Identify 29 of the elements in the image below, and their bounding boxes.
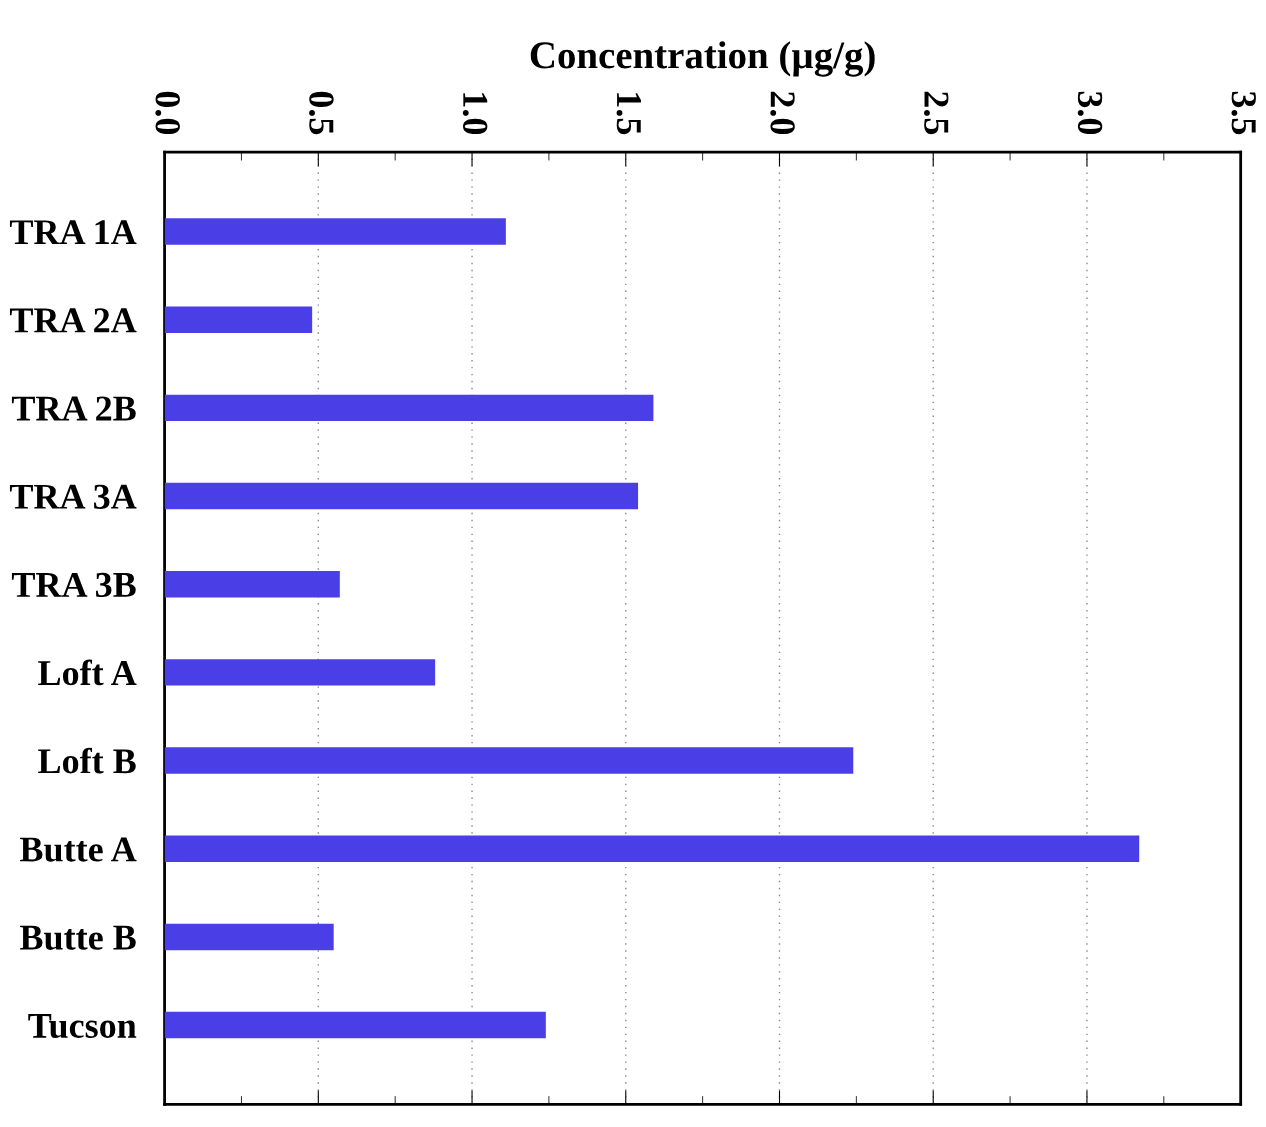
y-tick-label: TRA 3B xyxy=(11,572,136,598)
y-tick-label: Loft B xyxy=(38,747,136,774)
y-tick-label: TRA 2A xyxy=(9,308,137,333)
x-tick-label: 3.5 xyxy=(1231,91,1256,135)
y-tick-label: TRA 1A xyxy=(9,220,137,245)
bar xyxy=(164,218,506,245)
bar xyxy=(164,394,654,422)
x-tick-label: 0.0 xyxy=(155,91,180,135)
x-tick-label: 2.0 xyxy=(770,91,795,135)
y-tick-label: Butte B xyxy=(20,925,136,950)
x-tick-label: 2.5 xyxy=(924,91,949,135)
y-tick-label: TRA 3A xyxy=(9,484,137,509)
y-tick-label: Tucson xyxy=(28,1013,137,1039)
bar xyxy=(164,1011,546,1039)
y-tick-label: Butte A xyxy=(20,837,137,862)
x-tick-label: 1.5 xyxy=(616,93,641,135)
y-tick-label: TRA 2B xyxy=(11,396,136,421)
bar xyxy=(164,482,639,510)
bar xyxy=(164,835,1140,862)
bar xyxy=(164,570,340,598)
bar xyxy=(164,747,854,774)
bar xyxy=(164,306,313,333)
x-tick-label: 0.5 xyxy=(309,91,334,135)
bar xyxy=(164,659,436,686)
x-axis-title: Concentration (µg/g) xyxy=(530,41,875,77)
y-tick-label: Loft A xyxy=(38,659,137,686)
bar xyxy=(164,923,334,951)
x-tick-label: 3.0 xyxy=(1077,91,1103,135)
x-tick-label: 1.0 xyxy=(462,93,488,135)
